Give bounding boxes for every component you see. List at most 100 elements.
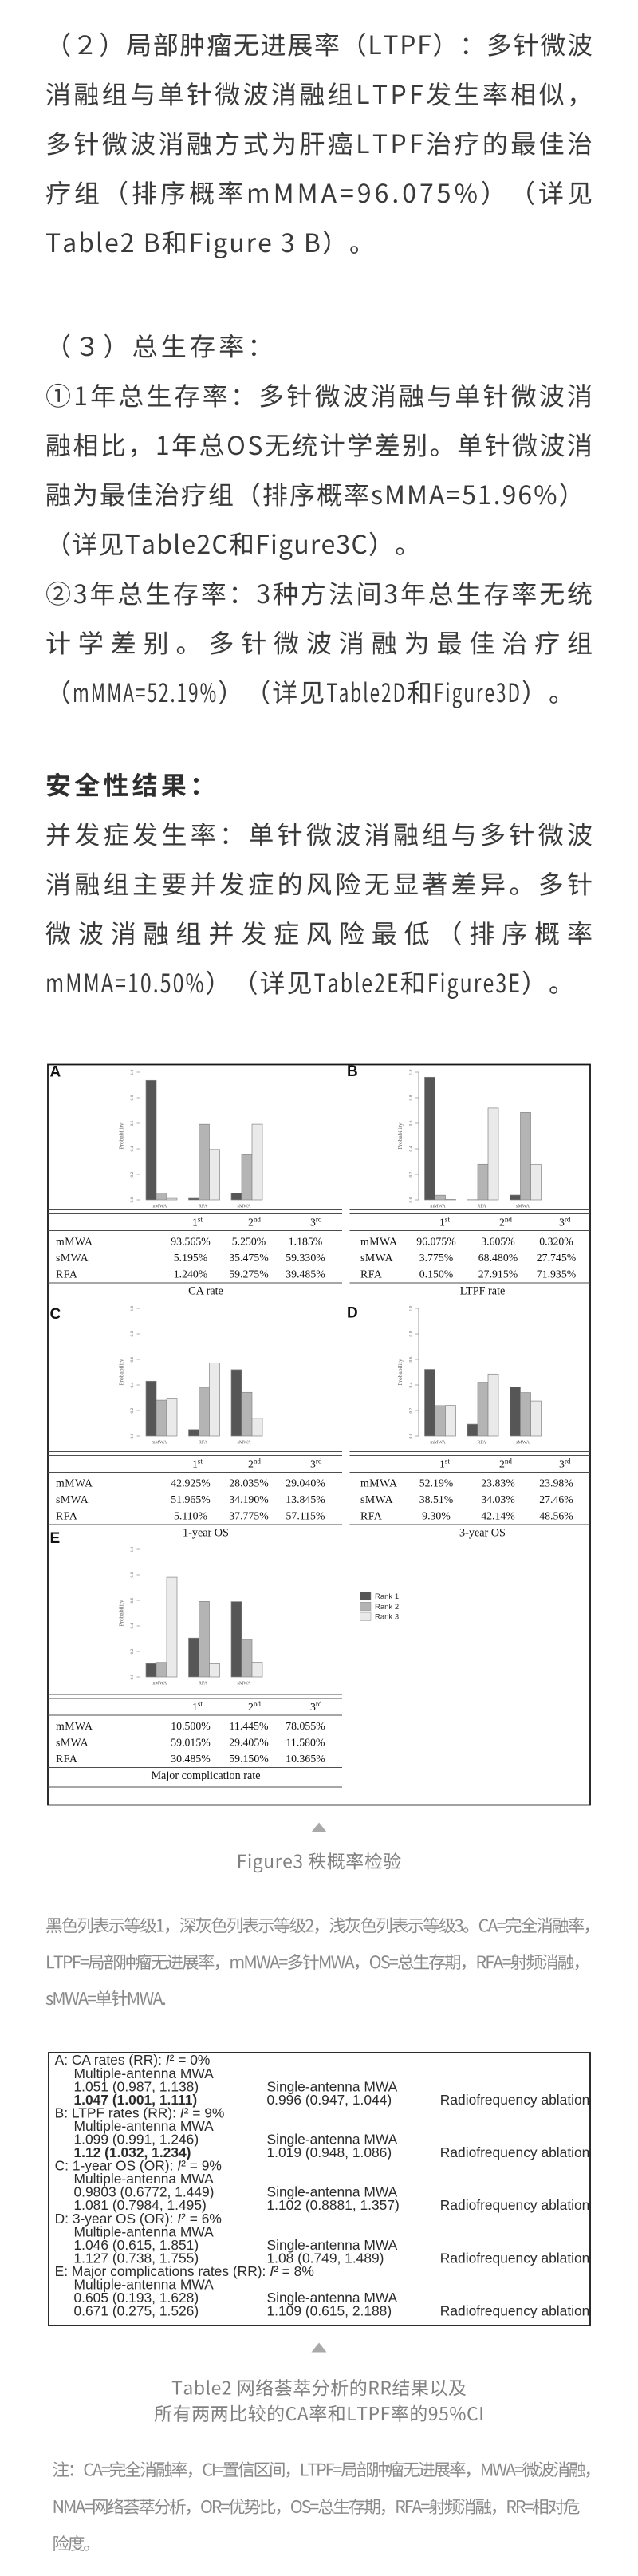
svg-text:RFA: RFA — [199, 1441, 208, 1446]
svg-text:Single-antenna MWA: Single-antenna MWA — [267, 2290, 398, 2306]
svg-text:A: CA rates (RR): I² = 0%: A: CA rates (RR): I² = 0% — [55, 2052, 211, 2068]
svg-text:1.046 (0.615, 1.851): 1.046 (0.615, 1.851) — [74, 2237, 199, 2253]
svg-text:11.580%: 11.580% — [286, 1737, 325, 1749]
svg-text:29.040%: 29.040% — [286, 1477, 325, 1489]
svg-text:mMWA: mMWA — [56, 1477, 93, 1489]
svg-text:Radiofrequency ablation: Radiofrequency ablation — [440, 2250, 590, 2266]
svg-text:Probability: Probability — [396, 1359, 404, 1386]
svg-text:0.0: 0.0 — [409, 1197, 414, 1202]
svg-text:1.0: 1.0 — [409, 1305, 414, 1311]
svg-text:1.102 (0.8881, 1.357): 1.102 (0.8881, 1.357) — [267, 2197, 400, 2213]
svg-text:38.51%: 38.51% — [419, 1493, 454, 1505]
svg-text:5.110%: 5.110% — [174, 1510, 208, 1522]
svg-text:0.0: 0.0 — [130, 1197, 135, 1202]
svg-text:LTPF rate: LTPF rate — [460, 1285, 506, 1298]
svg-text:A: A — [50, 1064, 61, 1081]
svg-text:39.485%: 39.485% — [286, 1268, 325, 1280]
svg-text:59.330%: 59.330% — [286, 1252, 325, 1264]
svg-text:0.2: 0.2 — [130, 1648, 135, 1654]
svg-text:mMWA: mMWA — [56, 1720, 93, 1732]
svg-text:0.2: 0.2 — [130, 1407, 135, 1413]
svg-text:68.480%: 68.480% — [478, 1252, 518, 1264]
svg-text:34.190%: 34.190% — [229, 1493, 269, 1505]
svg-text:13.845%: 13.845% — [286, 1493, 325, 1505]
svg-text:Multiple-antenna MWA: Multiple-antenna MWA — [74, 2171, 215, 2187]
svg-text:Rank 1: Rank 1 — [375, 1592, 399, 1601]
svg-text:1.047 (1.001, 1.111): 1.047 (1.001, 1.111) — [74, 2092, 198, 2108]
svg-text:37.775%: 37.775% — [229, 1510, 269, 1522]
svg-text:RFA: RFA — [56, 1753, 77, 1765]
svg-text:Probability: Probability — [118, 1359, 125, 1386]
svg-text:mMWA: mMWA — [360, 1477, 397, 1489]
svg-text:1.0: 1.0 — [409, 1069, 414, 1075]
svg-text:Probability: Probability — [396, 1122, 404, 1150]
svg-text:mMWA: mMWA — [152, 1205, 167, 1209]
svg-text:Radiofrequency ablation: Radiofrequency ablation — [440, 2303, 590, 2319]
svg-text:0.2: 0.2 — [409, 1407, 414, 1413]
svg-text:0.671 (0.275, 1.526): 0.671 (0.275, 1.526) — [74, 2303, 199, 2319]
svg-text:0.0: 0.0 — [130, 1674, 135, 1679]
svg-text:Single-antenna MWA: Single-antenna MWA — [267, 2237, 398, 2253]
svg-text:C: 1-year OS (OR): I² = 9%: C: 1-year OS (OR): I² = 9% — [55, 2158, 222, 2174]
svg-text:52.19%: 52.19% — [419, 1477, 454, 1489]
svg-text:0.8: 0.8 — [130, 1331, 135, 1336]
svg-text:0.605 (0.193, 1.628): 0.605 (0.193, 1.628) — [74, 2290, 199, 2306]
svg-text:1.0: 1.0 — [130, 1069, 135, 1075]
svg-text:48.56%: 48.56% — [539, 1510, 573, 1522]
svg-text:1.099 (0.991, 1.246): 1.099 (0.991, 1.246) — [74, 2132, 199, 2148]
svg-text:1.240%: 1.240% — [174, 1268, 208, 1280]
svg-text:sMWA: sMWA — [237, 1205, 251, 1209]
svg-text:3.605%: 3.605% — [481, 1236, 515, 1248]
svg-text:0.8: 0.8 — [130, 1095, 135, 1100]
svg-text:35.475%: 35.475% — [229, 1252, 269, 1264]
svg-text:42.925%: 42.925% — [171, 1477, 211, 1489]
svg-text:0.6: 0.6 — [130, 1356, 135, 1362]
svg-text:sMWA: sMWA — [516, 1205, 530, 1209]
svg-text:Single-antenna MWA: Single-antenna MWA — [267, 2132, 398, 2148]
svg-text:10.500%: 10.500% — [171, 1720, 211, 1732]
svg-text:27.46%: 27.46% — [539, 1493, 573, 1505]
svg-text:11.445%: 11.445% — [230, 1720, 269, 1732]
svg-text:0.8: 0.8 — [130, 1572, 135, 1577]
svg-text:51.965%: 51.965% — [171, 1493, 211, 1505]
svg-text:RFA: RFA — [477, 1205, 486, 1209]
svg-text:B: LTPF rates (RR): I² = 9%: B: LTPF rates (RR): I² = 9% — [55, 2105, 225, 2120]
svg-text:28.035%: 28.035% — [229, 1477, 269, 1489]
svg-text:9.30%: 9.30% — [422, 1510, 451, 1522]
svg-text:1.081 (0.7984, 1.495): 1.081 (0.7984, 1.495) — [74, 2197, 207, 2213]
svg-text:B: B — [347, 1063, 358, 1080]
svg-text:sMWA: sMWA — [516, 1441, 530, 1446]
svg-text:Major complication rate: Major complication rate — [151, 1769, 260, 1782]
svg-text:0.6: 0.6 — [409, 1356, 414, 1362]
svg-text:3-year OS: 3-year OS — [459, 1527, 506, 1540]
svg-text:RFA: RFA — [199, 1205, 208, 1209]
svg-text:mMWA: mMWA — [152, 1441, 167, 1446]
svg-text:0.150%: 0.150% — [419, 1268, 454, 1280]
svg-text:0.6: 0.6 — [130, 1120, 135, 1126]
svg-text:mMWA: mMWA — [152, 1682, 167, 1686]
svg-text:0.4: 0.4 — [130, 1623, 135, 1628]
svg-text:Multiple-antenna MWA: Multiple-antenna MWA — [74, 2065, 215, 2081]
svg-text:1.12 (1.032, 1.234): 1.12 (1.032, 1.234) — [74, 2144, 191, 2160]
svg-text:sMWA: sMWA — [360, 1252, 393, 1264]
svg-text:sMWA: sMWA — [56, 1252, 89, 1264]
svg-text:mMWA: mMWA — [430, 1205, 446, 1209]
svg-text:sMWA: sMWA — [237, 1441, 251, 1446]
svg-text:1.08 (0.749, 1.489): 1.08 (0.749, 1.489) — [267, 2250, 384, 2266]
svg-text:23.83%: 23.83% — [481, 1477, 515, 1489]
svg-text:0.6: 0.6 — [130, 1597, 135, 1603]
svg-text:5.195%: 5.195% — [174, 1252, 208, 1264]
svg-text:0.996 (0.947, 1.044): 0.996 (0.947, 1.044) — [267, 2092, 392, 2108]
svg-text:27.745%: 27.745% — [537, 1252, 577, 1264]
svg-text:78.055%: 78.055% — [286, 1720, 325, 1732]
svg-text:RFA: RFA — [56, 1510, 77, 1522]
svg-text:Radiofrequency ablation: Radiofrequency ablation — [440, 2092, 590, 2108]
svg-text:1.051 (0.987, 1.138): 1.051 (0.987, 1.138) — [74, 2078, 199, 2094]
svg-text:E: Major complications rates (: E: Major complications rates (RR): I² = … — [55, 2263, 314, 2279]
svg-text:1.019 (0.948, 1.086): 1.019 (0.948, 1.086) — [267, 2144, 392, 2160]
svg-text:0.9803 (0.6772, 1.449): 0.9803 (0.6772, 1.449) — [74, 2184, 215, 2200]
svg-text:0.4: 0.4 — [409, 1146, 414, 1151]
svg-text:Rank 3: Rank 3 — [375, 1613, 399, 1622]
svg-text:Probability: Probability — [118, 1122, 125, 1150]
svg-text:0.4: 0.4 — [130, 1146, 135, 1151]
